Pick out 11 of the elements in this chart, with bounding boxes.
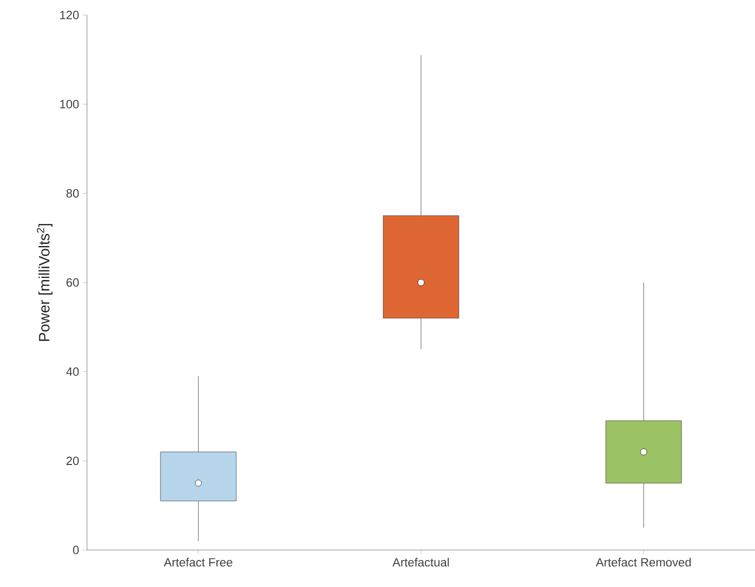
y-tick-label: 40 (66, 367, 79, 376)
y-tick-label: 60 (66, 278, 79, 287)
y-axis-title: Power [milliVolts$^{2}$] (36, 224, 52, 341)
x-tick-label: Artefactual (392, 558, 449, 567)
x-tick-label: Artefact Removed (596, 558, 691, 567)
x-tick-label: Artefact Free (164, 558, 232, 567)
y-tick-label: 20 (66, 456, 79, 466)
y-tick-label: 80 (66, 189, 79, 198)
y-tick-label: 0 (73, 546, 79, 554)
y-tick-label: 100 (60, 100, 79, 108)
y-tick-label: 120 (60, 10, 79, 20)
